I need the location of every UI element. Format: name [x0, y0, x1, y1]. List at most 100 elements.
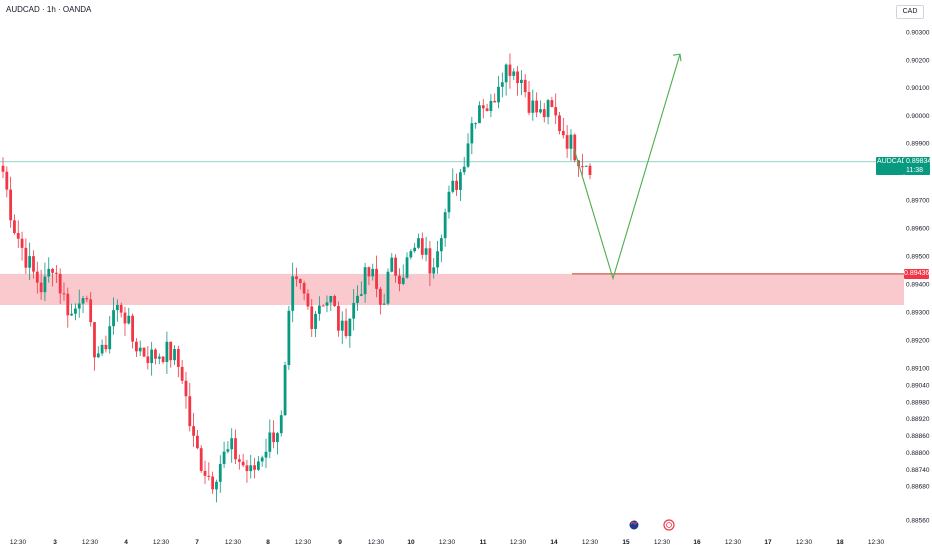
candle-body: [199, 448, 203, 471]
candle-body: [13, 220, 16, 234]
demand-zone: [0, 273, 904, 305]
candle-body: [173, 349, 176, 361]
candle-body: [43, 276, 47, 293]
candle-body: [565, 135, 569, 149]
projection-arrowhead: [672, 53, 682, 62]
candle-body: [527, 92, 531, 113]
candle-body: [47, 268, 51, 277]
candle-body: [279, 415, 283, 434]
candle-body: [561, 131, 565, 136]
candle-body: [470, 123, 474, 144]
candle-body: [142, 347, 146, 357]
candle-body: [234, 438, 237, 460]
projection-arrow-layer: [573, 53, 682, 281]
candle-body: [39, 282, 43, 293]
candle-body: [367, 267, 371, 277]
zone-level-tag: 0.89436: [904, 269, 930, 279]
event-inner-ring: [666, 522, 672, 528]
australia-flag-icon[interactable]: [628, 519, 640, 531]
price-tick-label: 0.88800: [906, 450, 930, 457]
earnings-event-icon[interactable]: [663, 519, 675, 531]
candle-body: [508, 64, 512, 76]
candle-body: [85, 298, 89, 300]
time-tick-label: 12:30: [153, 539, 170, 546]
candle-body: [207, 475, 211, 477]
candle-body: [428, 248, 432, 274]
candle-body: [70, 313, 74, 316]
price-tick-label: 0.89040: [906, 382, 930, 389]
candle-body: [413, 247, 417, 252]
candle-body: [329, 295, 333, 303]
candle-body: [432, 267, 436, 274]
price-axis[interactable]: 0.90300 0.90200 0.90100 0.90000 0.89900 0.897…: [906, 30, 930, 525]
candle-body: [451, 180, 455, 192]
currency-button[interactable]: CAD: [896, 5, 924, 19]
candle-body: [497, 86, 500, 103]
candle-body: [218, 463, 222, 482]
candle-body: [348, 318, 352, 337]
time-axis[interactable]: 12:30 3 12:30 4 12:30 7 12:30 8 12:30 9 12:30 10 12:…: [10, 539, 885, 546]
candle-body: [504, 64, 508, 83]
candle-body: [485, 108, 489, 111]
reference-lines-layer: [0, 161, 904, 275]
price-tick-label: 0.89600: [906, 226, 930, 233]
candle-body: [127, 315, 131, 324]
candle-body: [459, 172, 462, 190]
candle-body: [74, 308, 77, 314]
candle-body: [516, 71, 519, 84]
candle-body: [436, 251, 439, 268]
price-tick-label: 0.89900: [906, 141, 930, 148]
candle-body: [386, 271, 390, 304]
price-tick-label: 0.90300: [906, 30, 930, 37]
candle-body: [157, 356, 161, 359]
candle-body: [54, 272, 58, 274]
candle-body: [264, 451, 268, 458]
flag-stripe: [630, 521, 638, 525]
time-tick-label: 7: [195, 539, 199, 546]
time-tick-label: 10: [407, 539, 415, 546]
candle-body: [260, 457, 264, 462]
candle-body: [333, 295, 337, 306]
candle-body: [24, 247, 28, 268]
candle-body: [546, 100, 550, 118]
candle-body: [146, 356, 150, 364]
price-tick-label: 0.88920: [906, 416, 930, 423]
candle-body: [462, 166, 466, 173]
time-tick-label: 3: [53, 539, 57, 546]
candle-body: [481, 105, 485, 109]
candle-body: [119, 304, 123, 313]
candle-body: [253, 465, 256, 470]
candle-body: [100, 344, 104, 354]
candle-body: [237, 459, 241, 462]
candle-body: [51, 268, 54, 273]
candle-body: [512, 71, 516, 76]
candle-body: [66, 293, 70, 316]
candle-body: [409, 251, 413, 258]
candle-body: [317, 305, 321, 314]
candle-body: [401, 277, 405, 284]
candle-body: [138, 347, 142, 352]
time-tick-label: 12:30: [225, 539, 242, 546]
candle-body: [337, 305, 340, 331]
candle-body: [359, 294, 363, 296]
candle-body: [154, 349, 157, 359]
time-tick-label: 12:30: [654, 539, 671, 546]
time-tick-label: 12:30: [510, 539, 527, 546]
candle-body: [398, 275, 401, 284]
candle-body: [180, 366, 184, 381]
time-tick-label: 8: [266, 539, 270, 546]
candle-body: [241, 461, 245, 466]
candle-body: [62, 293, 66, 295]
candle-body: [195, 435, 199, 449]
price-tick-label: 0.89300: [906, 310, 930, 317]
candle-body: [519, 79, 523, 84]
candle-body: [535, 100, 539, 113]
candle-body: [417, 238, 420, 248]
candle-body: [35, 271, 39, 283]
time-tick-label: 12:30: [868, 539, 885, 546]
candle-body: [298, 279, 302, 284]
candle-body: [424, 248, 428, 255]
last-price-symbol: AUDCAD: [877, 158, 907, 165]
candle-body: [184, 380, 188, 397]
